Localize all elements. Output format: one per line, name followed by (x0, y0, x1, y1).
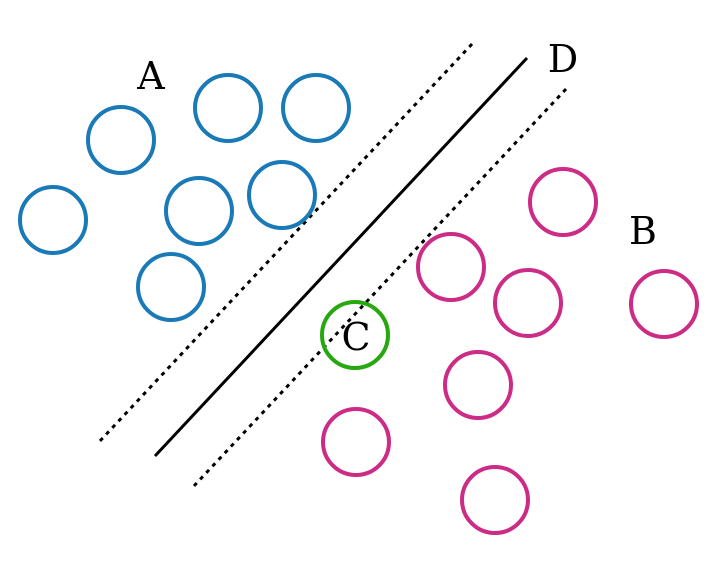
label-c: C (341, 315, 370, 359)
upper-margin-line (97, 42, 474, 444)
class-b-point (443, 350, 513, 420)
label-d: D (548, 37, 578, 81)
class-b-point (321, 407, 391, 477)
class-a-point (281, 73, 351, 143)
label-a: A (136, 54, 165, 98)
point-c (320, 300, 390, 370)
class-b-point (629, 269, 699, 339)
decision-boundary-line (153, 56, 529, 458)
class-a-point (18, 185, 88, 255)
label-b: B (629, 209, 657, 253)
class-a-point (247, 160, 317, 230)
class-b-points (321, 167, 699, 535)
class-a-points (18, 73, 351, 322)
class-a-point (136, 252, 206, 322)
class-a-point (164, 176, 234, 246)
class-a-point (193, 73, 263, 143)
class-b-point (493, 268, 563, 338)
class-b-point (528, 167, 598, 237)
class-b-point (460, 465, 530, 535)
class-b-point (416, 232, 486, 302)
lower-margin-line (191, 87, 568, 489)
class-a-point (86, 105, 156, 175)
